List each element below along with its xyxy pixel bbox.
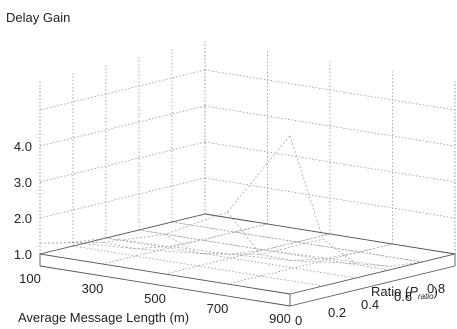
floor-grid-line — [171, 221, 423, 263]
y-tick-labels: 00.20.40.60.81 — [295, 281, 445, 328]
z-tick-label: 3.0 — [14, 175, 32, 190]
y-axis-label: Ratio (Pratio) — [371, 284, 438, 301]
y-tick-label: 0 — [295, 313, 302, 328]
axis-box — [39, 81, 456, 307]
surface-col-line — [138, 229, 390, 267]
surface-row-line — [289, 135, 456, 267]
floor-grid-line — [102, 223, 268, 265]
y-tick-label: 0.4 — [361, 297, 379, 312]
y-axis-label-close: ) — [434, 284, 438, 299]
base-edge — [39, 265, 291, 307]
z-tick-labels: 1.0 2.0 3.0 4.0 — [14, 139, 32, 262]
left-wall-grid-line — [39, 141, 206, 183]
z-tick-label: 1.0 — [14, 247, 32, 262]
surface-col-line — [72, 238, 324, 255]
z-axis-label: Delay Gain — [6, 10, 70, 25]
y-axis-label-symbol: P — [409, 284, 418, 299]
floor-grid-line — [227, 243, 393, 285]
back-wall-grid-line — [204, 105, 456, 147]
back-wall-grid-line — [204, 141, 456, 183]
x-tick-labels: 100 300 500 700 900 — [19, 271, 291, 326]
y-tick-label: 0.6 — [394, 289, 412, 304]
x-tick-label: 100 — [19, 271, 41, 286]
surface-col-line — [39, 135, 291, 244]
x-tick-label: 700 — [207, 301, 229, 316]
grid-layer — [39, 41, 456, 295]
base-edge — [289, 265, 456, 307]
floor-grid-line — [72, 245, 324, 287]
x-axis-label: Average Message Length (m) — [18, 310, 189, 325]
y-tick-label: 0.8 — [427, 281, 445, 296]
base-edge — [204, 213, 456, 255]
z-tick-label: 4.0 — [14, 139, 32, 154]
x-tick-label: 300 — [82, 281, 104, 296]
z-tick-label: 2.0 — [14, 211, 32, 226]
left-wall-grid-line — [39, 69, 206, 111]
x-tick-label: 900 — [269, 311, 291, 326]
surface-row-line — [227, 211, 393, 262]
left-wall-grid-line — [39, 105, 206, 147]
surface-row-line — [102, 223, 268, 250]
y-axis-label-text: Ratio ( — [371, 284, 410, 299]
x-tick-label: 500 — [144, 291, 166, 306]
floor-grid-line — [164, 233, 331, 275]
y-tick-label: 0.2 — [328, 305, 346, 320]
base-edge — [39, 213, 206, 255]
base-edge — [289, 253, 456, 295]
floor-grid-line — [105, 237, 357, 279]
surface-col-line — [105, 237, 357, 264]
surface-row-line — [164, 233, 331, 255]
base-edge — [39, 253, 291, 295]
left-wall-grid-line — [39, 177, 206, 219]
y-axis-label-subscript: ratio — [418, 292, 434, 301]
